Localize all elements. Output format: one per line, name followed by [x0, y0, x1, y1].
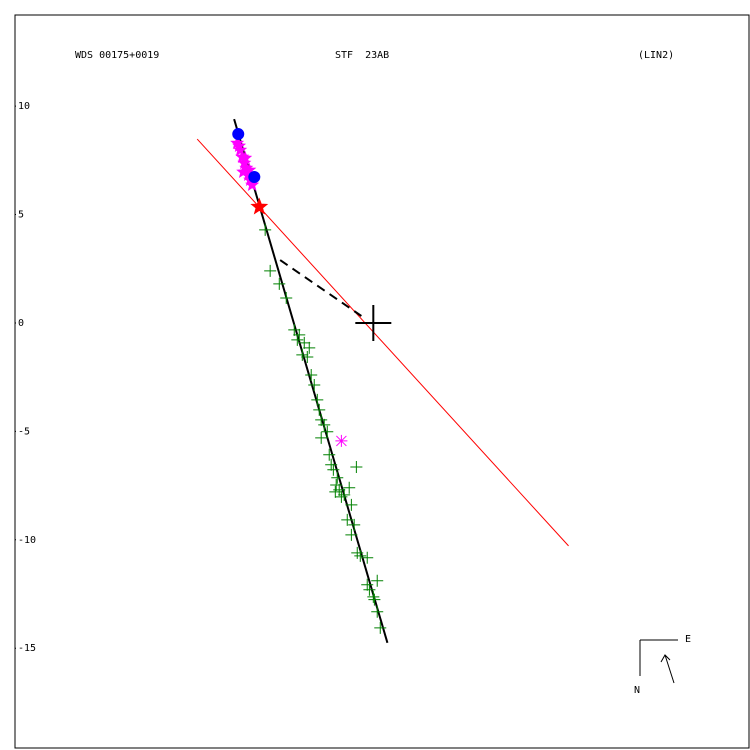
point — [323, 448, 336, 461]
point — [301, 350, 314, 363]
point — [363, 583, 376, 596]
point — [313, 403, 326, 416]
point — [345, 528, 358, 541]
y-tick-label: -15 — [18, 643, 36, 654]
point — [348, 518, 361, 531]
fit-line — [196, 138, 569, 547]
point — [371, 574, 384, 587]
compass-east-label: E — [685, 634, 691, 645]
point — [335, 490, 348, 503]
point — [264, 264, 277, 277]
point — [361, 551, 374, 564]
point — [321, 425, 334, 438]
annotation: (LIN2) — [638, 50, 674, 61]
point — [325, 458, 338, 471]
point — [361, 578, 374, 591]
y-tick-label: 10 — [18, 101, 30, 112]
point — [335, 434, 348, 447]
point — [338, 488, 351, 501]
y-tick-label: 5 — [18, 210, 24, 221]
point — [315, 413, 328, 426]
chart-subtitle: STF 23AB — [335, 50, 389, 61]
point — [374, 621, 387, 634]
point — [305, 368, 318, 381]
point — [291, 333, 304, 346]
point — [331, 471, 344, 484]
point — [298, 336, 311, 349]
point — [354, 549, 367, 562]
point — [296, 348, 309, 361]
point — [308, 378, 321, 391]
point — [311, 393, 324, 406]
y-tick-label: 0 — [18, 318, 24, 329]
point — [273, 277, 286, 290]
chart-title: WDS 00175+0019 — [75, 50, 159, 61]
point — [341, 513, 354, 526]
y-tick-label: -10 — [18, 535, 36, 546]
point — [293, 328, 306, 341]
compass-arrow — [660, 654, 675, 684]
point — [315, 431, 328, 444]
point — [343, 481, 356, 494]
point — [351, 546, 364, 559]
point — [371, 605, 384, 618]
point — [368, 593, 381, 606]
point — [280, 292, 293, 305]
point — [330, 478, 343, 491]
point — [250, 197, 269, 215]
point — [233, 142, 248, 157]
point — [367, 590, 380, 603]
point — [248, 170, 261, 183]
point — [355, 304, 392, 341]
compass — [639, 639, 678, 684]
point — [259, 223, 272, 236]
point — [329, 485, 342, 498]
point — [318, 418, 331, 431]
plot-frame — [14, 14, 750, 749]
point — [303, 341, 316, 354]
point — [350, 460, 363, 473]
fit-line — [279, 259, 362, 317]
y-tick-label: -5 — [18, 426, 30, 437]
compass-north-label: N — [634, 685, 640, 696]
point — [345, 498, 358, 511]
point — [245, 177, 260, 191]
point — [232, 128, 245, 141]
point — [288, 323, 301, 336]
point — [327, 463, 340, 476]
